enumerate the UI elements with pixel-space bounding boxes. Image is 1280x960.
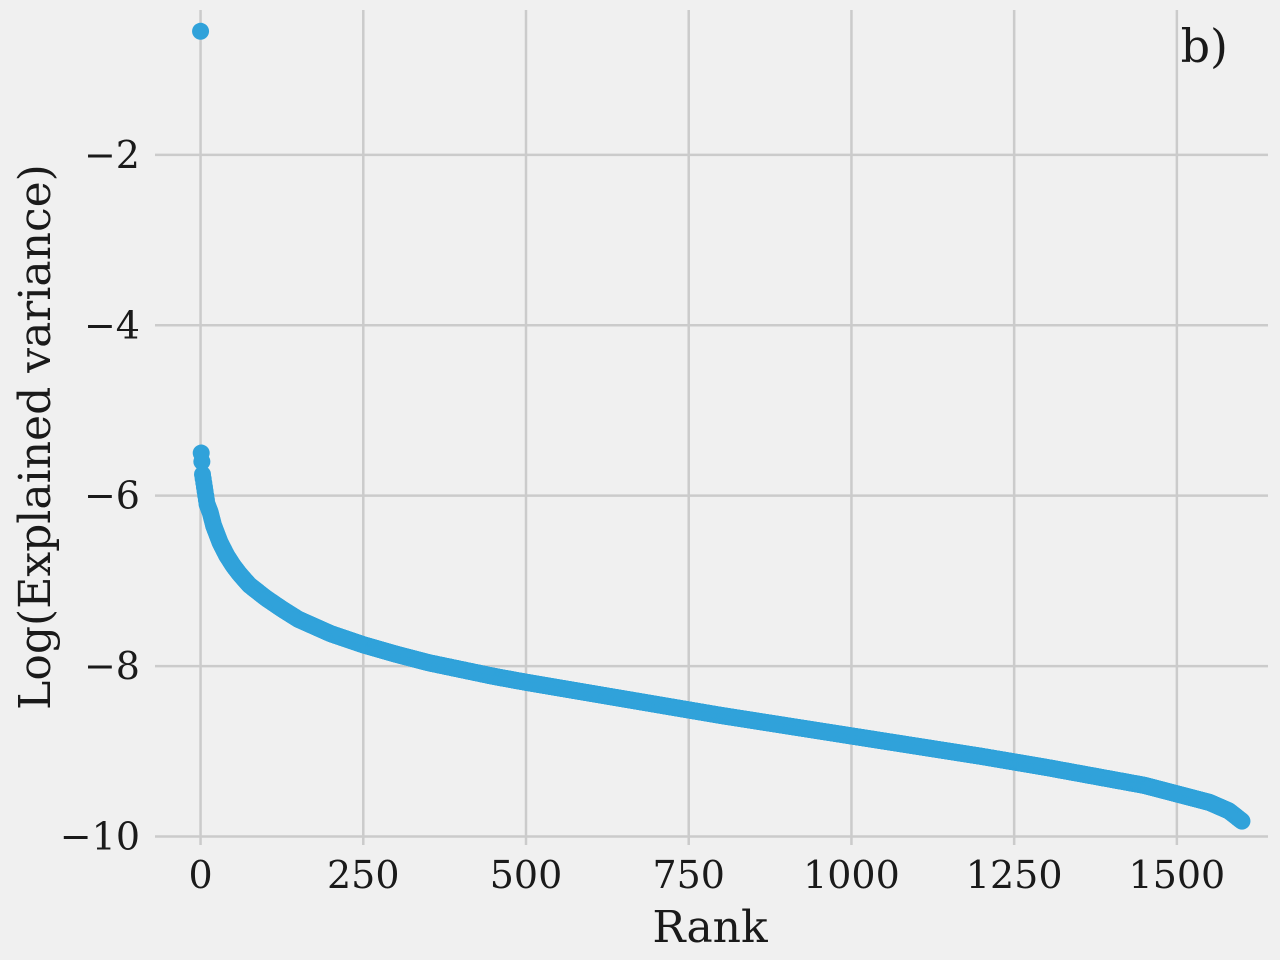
x-tick-label: 1250 [966, 853, 1063, 897]
scatter-point [192, 22, 210, 40]
y-tick-label: −4 [84, 303, 140, 347]
x-tick-label: 750 [652, 853, 725, 897]
scatter-points [192, 22, 1251, 830]
x-tick-label: 1500 [1129, 853, 1226, 897]
y-tick-label: −6 [84, 474, 140, 518]
x-tick-label: 250 [327, 853, 400, 897]
x-tick-labels: 0 250 500 750 1000 1250 1500 [188, 853, 1225, 897]
scatter-point [193, 453, 211, 471]
y-tick-label: −8 [84, 644, 140, 688]
y-axis-label: Log(Explained variance) [10, 164, 61, 710]
x-axis-label: Rank [652, 902, 768, 953]
y-tick-label: −2 [84, 133, 140, 177]
y-tick-label: −10 [60, 814, 140, 858]
x-tick-label: 0 [188, 853, 212, 897]
x-tick-label: 500 [490, 853, 563, 897]
y-tick-labels: −2 −4 −6 −8 −10 [60, 133, 140, 859]
scatter-point [1233, 812, 1251, 830]
x-tick-label: 1000 [803, 853, 900, 897]
x-gridlines [199, 10, 1179, 845]
panel-label: b) [1181, 19, 1228, 73]
y-gridlines [155, 153, 1268, 838]
